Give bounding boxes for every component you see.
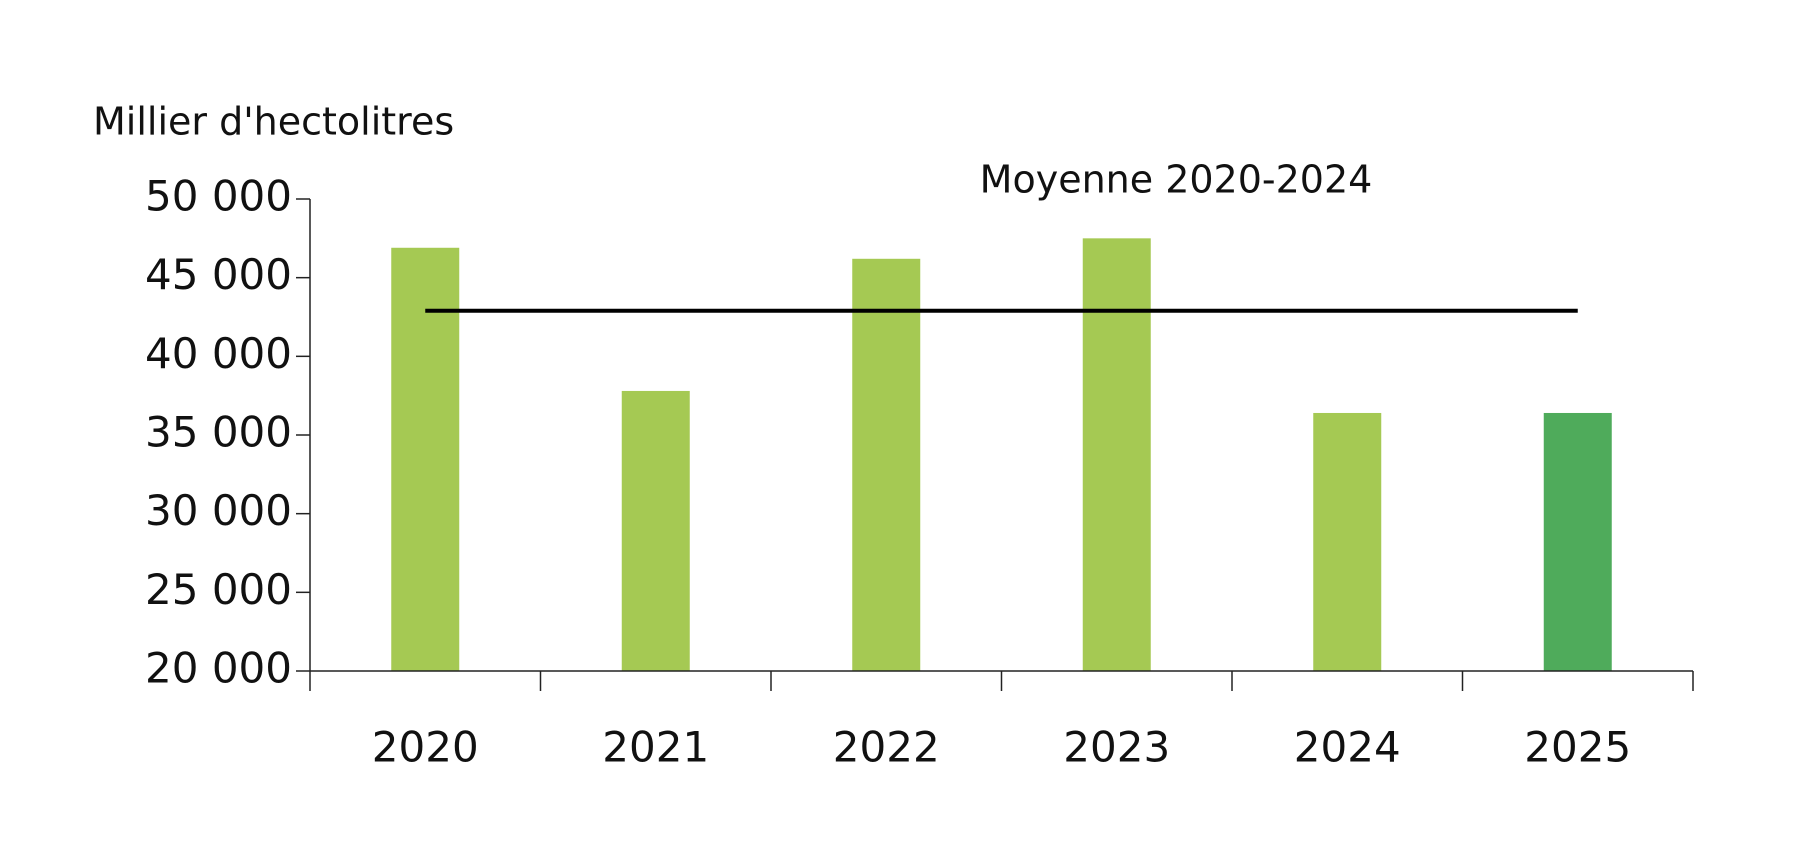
y-tick-label: 20 000	[145, 644, 292, 693]
x-tick-label: 2025	[1524, 723, 1631, 772]
y-tick-label: 50 000	[145, 172, 292, 221]
bar	[852, 258, 921, 671]
x-tick-label: 2020	[372, 723, 479, 772]
bar	[391, 247, 460, 672]
x-tick-label: 2021	[602, 723, 709, 772]
x-tick-label: 2022	[833, 723, 940, 772]
bar	[621, 390, 690, 671]
y-tick-label: 45 000	[145, 250, 292, 299]
y-tick-label: 30 000	[145, 486, 292, 535]
y-axis-label: Millier d'hectolitres	[93, 100, 454, 144]
bar	[1313, 412, 1382, 671]
bar	[1543, 412, 1612, 671]
average-label: Moyenne 2020-2024	[980, 158, 1373, 202]
x-tick-label: 2024	[1294, 723, 1401, 772]
y-tick-label: 40 000	[145, 329, 292, 378]
y-tick-label: 35 000	[145, 408, 292, 457]
x-tick-label: 2023	[1063, 723, 1170, 772]
bar	[1082, 238, 1151, 672]
y-tick-label: 25 000	[145, 565, 292, 614]
